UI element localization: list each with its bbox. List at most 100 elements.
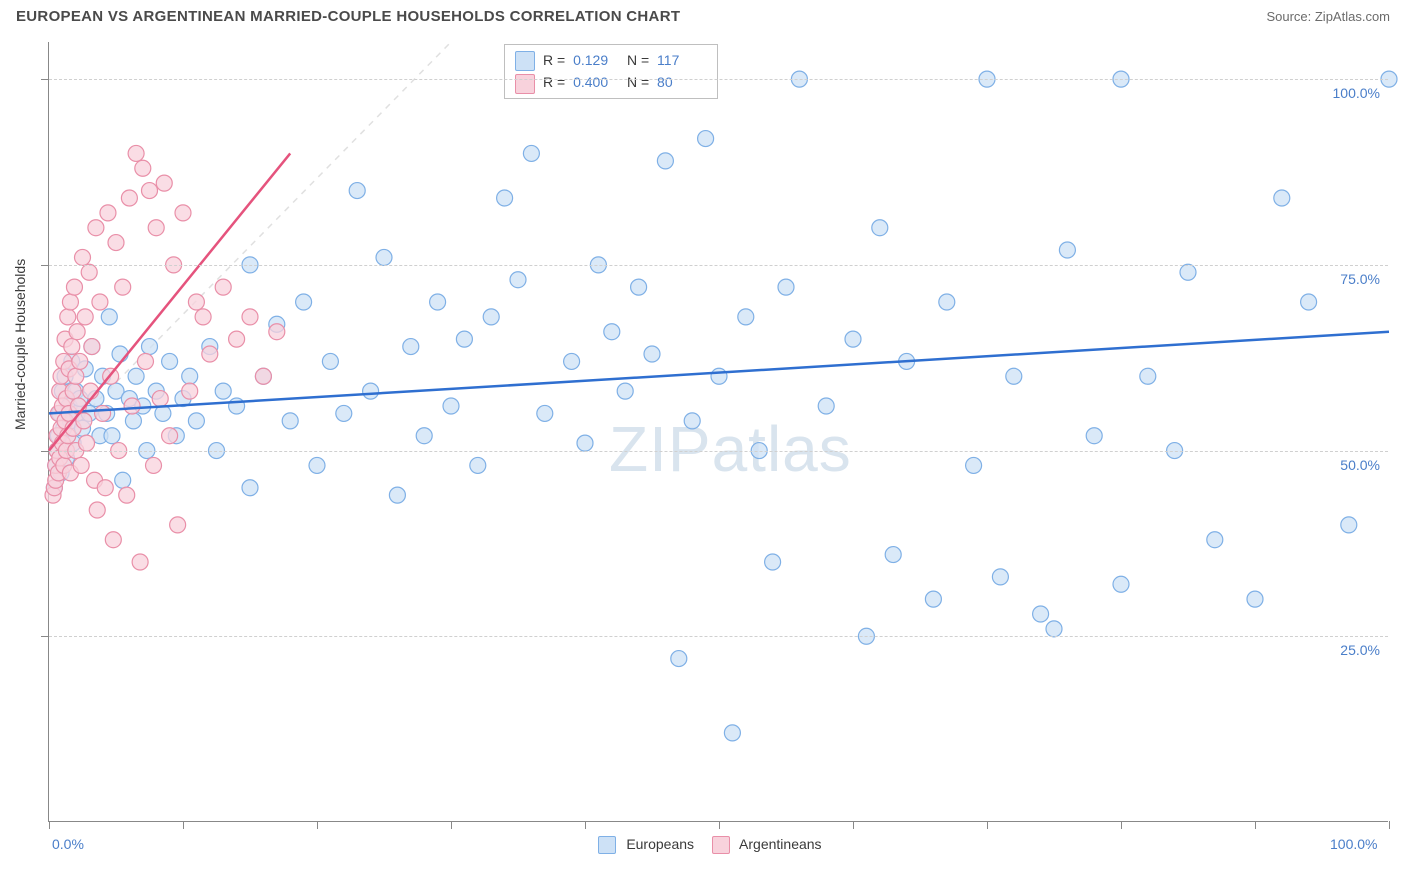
data-point [132, 554, 148, 570]
gridline [49, 265, 1388, 266]
data-point [818, 398, 834, 414]
data-point [142, 183, 158, 199]
data-point [363, 383, 379, 399]
data-point [104, 428, 120, 444]
data-point [170, 517, 186, 533]
data-point [336, 405, 352, 421]
data-point [137, 353, 153, 369]
data-point [72, 353, 88, 369]
n-value: 80 [657, 71, 707, 93]
data-point [765, 554, 781, 570]
data-point [162, 353, 178, 369]
n-value: 117 [657, 49, 707, 71]
data-point [175, 205, 191, 221]
data-point [79, 435, 95, 451]
data-point [617, 383, 633, 399]
data-point [966, 457, 982, 473]
data-point [872, 220, 888, 236]
plot-svg [49, 42, 1388, 821]
data-point [121, 190, 137, 206]
data-point [77, 309, 93, 325]
r-label: R = [543, 74, 565, 90]
legend-label-argentineans: Argentineans [739, 836, 822, 852]
data-point [73, 457, 89, 473]
data-point [115, 279, 131, 295]
data-point [1046, 621, 1062, 637]
data-point [60, 309, 76, 325]
y-axis-label: Married-couple Households [12, 259, 28, 430]
data-point [671, 651, 687, 667]
data-point [470, 457, 486, 473]
data-point [108, 235, 124, 251]
data-point [202, 346, 218, 362]
data-point [711, 368, 727, 384]
data-point [389, 487, 405, 503]
data-point [1180, 264, 1196, 280]
data-point [349, 183, 365, 199]
y-grid-label: 50.0% [1340, 457, 1380, 473]
legend-swatch-argentineans [712, 836, 730, 854]
data-point [497, 190, 513, 206]
data-point [1301, 294, 1317, 310]
data-point [738, 309, 754, 325]
legend-swatch-europeans [598, 836, 616, 854]
data-point [69, 324, 85, 340]
data-point [939, 294, 955, 310]
legend-row: R = 0.400 N = 80 [515, 71, 707, 93]
correlation-legend: R = 0.129 N = 117R = 0.400 N = 80 [504, 44, 718, 99]
data-point [564, 353, 580, 369]
data-point [296, 294, 312, 310]
data-point [88, 220, 104, 236]
data-point [322, 353, 338, 369]
data-point [242, 309, 258, 325]
data-point [537, 405, 553, 421]
data-point [456, 331, 472, 347]
data-point [269, 324, 285, 340]
r-value: 0.129 [573, 49, 623, 71]
r-value: 0.400 [573, 71, 623, 93]
data-point [443, 398, 459, 414]
n-label: N = [627, 52, 649, 68]
data-point [416, 428, 432, 444]
data-point [146, 457, 162, 473]
legend-row: R = 0.129 N = 117 [515, 49, 707, 71]
data-point [95, 405, 111, 421]
data-point [845, 331, 861, 347]
data-point [282, 413, 298, 429]
data-point [403, 339, 419, 355]
data-point [229, 331, 245, 347]
data-point [778, 279, 794, 295]
data-point [631, 279, 647, 295]
data-point [68, 368, 84, 384]
data-point [124, 398, 140, 414]
data-point [81, 264, 97, 280]
gridline [49, 451, 1388, 452]
data-point [604, 324, 620, 340]
data-point [156, 175, 172, 191]
data-point [119, 487, 135, 503]
data-point [128, 145, 144, 161]
data-point [1006, 368, 1022, 384]
data-point [142, 339, 158, 355]
data-point [66, 279, 82, 295]
data-point [101, 309, 117, 325]
gridline [49, 636, 1388, 637]
data-point [188, 294, 204, 310]
data-point [523, 145, 539, 161]
data-point [84, 339, 100, 355]
data-point [992, 569, 1008, 585]
data-point [1140, 368, 1156, 384]
y-grid-label: 25.0% [1340, 642, 1380, 658]
data-point [112, 346, 128, 362]
data-point [1033, 606, 1049, 622]
data-point [97, 480, 113, 496]
y-grid-label: 75.0% [1340, 271, 1380, 287]
data-point [215, 383, 231, 399]
data-point [128, 368, 144, 384]
data-point [657, 153, 673, 169]
y-grid-label: 100.0% [1333, 85, 1380, 101]
data-point [64, 339, 80, 355]
scatter-chart: ZIPatlas R = 0.129 N = 117R = 0.400 N = … [48, 42, 1388, 822]
chart-title: EUROPEAN VS ARGENTINEAN MARRIED-COUPLE H… [16, 8, 680, 25]
data-point [510, 272, 526, 288]
